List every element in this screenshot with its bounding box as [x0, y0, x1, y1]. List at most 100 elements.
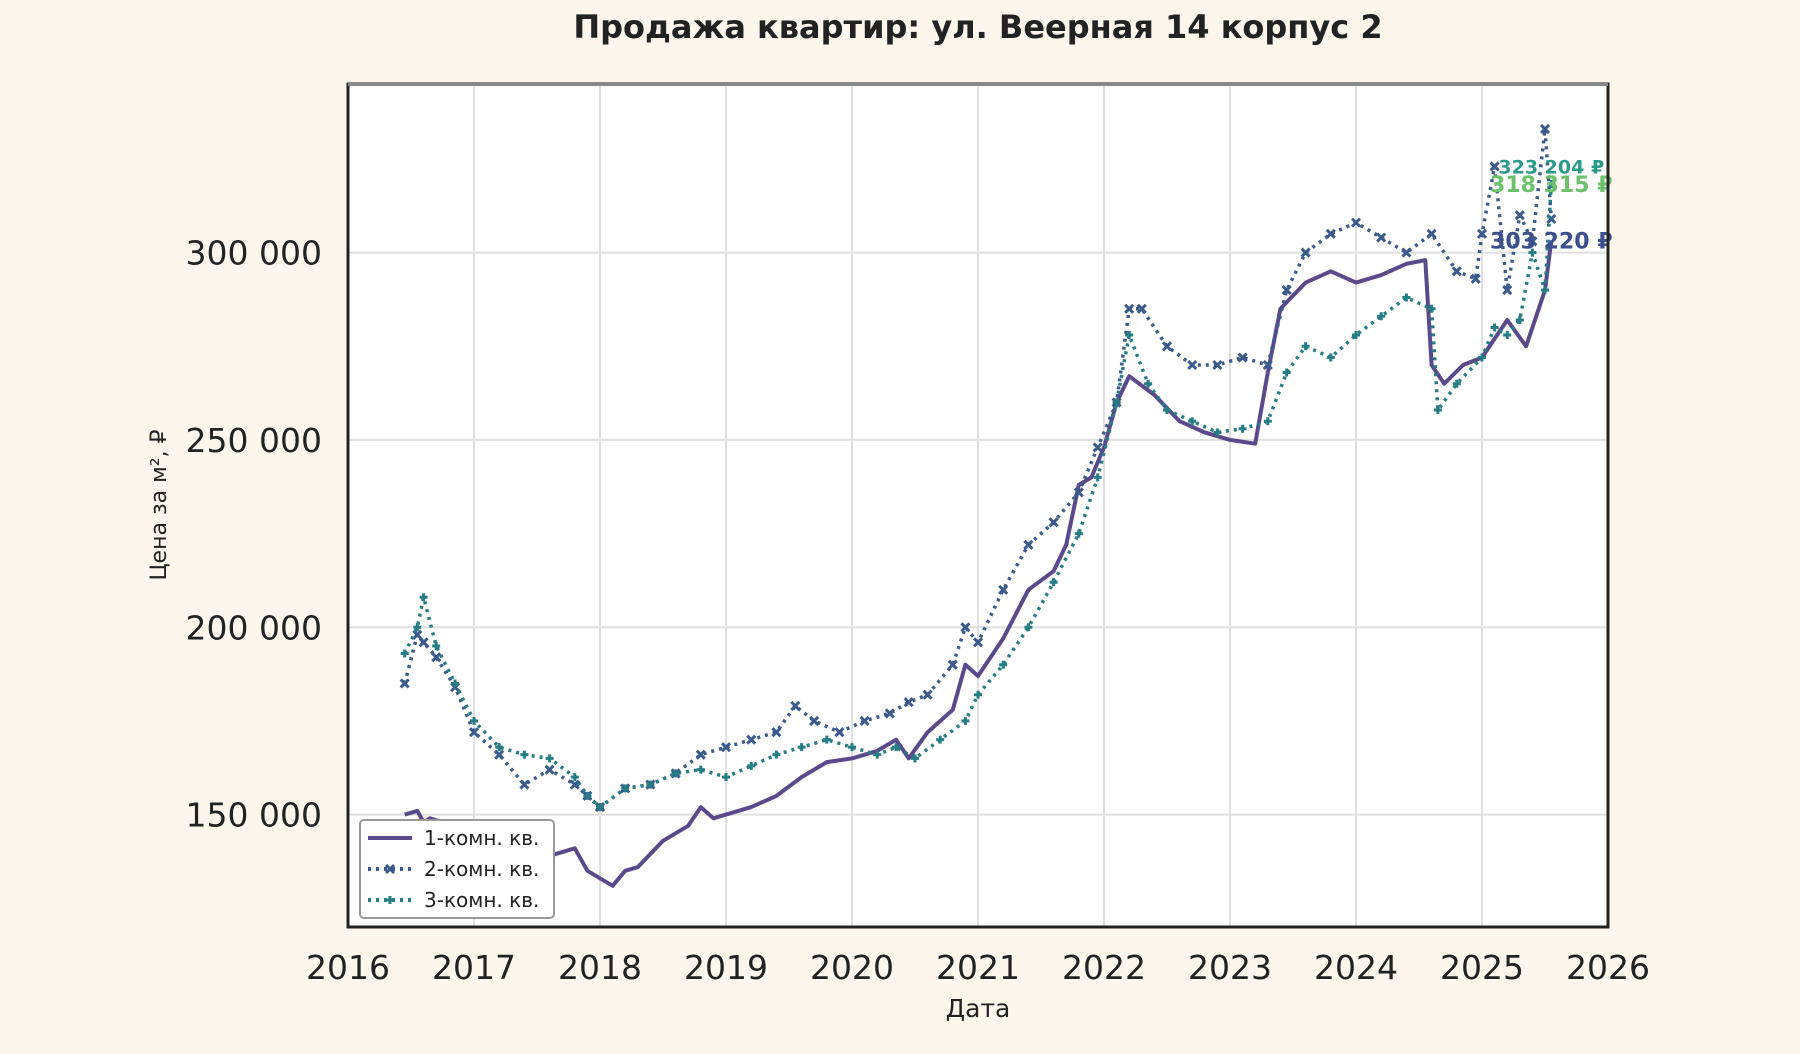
series-line: [403, 183, 1554, 809]
data-point: [1238, 424, 1247, 433]
data-point: [771, 727, 782, 738]
data-point: [1023, 539, 1034, 550]
data-point: [722, 773, 730, 782]
data-point: [903, 697, 914, 708]
data-point: [1212, 359, 1223, 371]
annotation-layer: 323 204 ₽318 315 ₽ 303 220 ₽: [1490, 157, 1612, 255]
data-point: [1144, 379, 1153, 388]
x-tick-label: 2026: [1566, 948, 1650, 987]
y-tick-label: 200 000: [186, 608, 322, 647]
x-tick-label: 2025: [1440, 948, 1524, 987]
data-point: [1402, 293, 1411, 302]
data-point: [1301, 342, 1310, 351]
data-point: [400, 649, 409, 658]
data-point: [1048, 517, 1059, 528]
data-point: [413, 623, 422, 632]
data-point: [519, 779, 530, 790]
legend-label: 2-комн. кв.: [424, 857, 539, 881]
data-point: [911, 754, 919, 763]
data-point: [696, 765, 705, 774]
data-point: [1527, 236, 1538, 247]
data-point: [1281, 285, 1292, 296]
data-point: [1476, 228, 1488, 239]
data-point: [790, 700, 801, 712]
data-point: [809, 715, 820, 726]
data-point: [1352, 331, 1360, 340]
x-tick-label: 2021: [936, 948, 1020, 987]
data-point: [1470, 273, 1481, 284]
data-point: [1326, 353, 1335, 362]
data-point: [999, 660, 1008, 669]
data-point: [1161, 341, 1173, 352]
data-point: [1124, 303, 1135, 314]
legend-marker: [386, 896, 394, 904]
data-point: [520, 750, 529, 759]
data-point: [583, 791, 592, 800]
data-point: [1515, 316, 1524, 325]
data-point: [859, 715, 870, 726]
data-point: [1502, 285, 1513, 296]
data-point: [961, 716, 970, 725]
data-point: [947, 659, 958, 670]
series-1: [404, 240, 1554, 888]
data-point: [1489, 161, 1500, 172]
data-point: [1213, 428, 1222, 437]
data-point: [470, 716, 478, 725]
data-point: [621, 784, 630, 793]
series-layer: [399, 123, 1557, 888]
data-point: [873, 750, 882, 759]
value-annotation: 303 220 ₽: [1490, 230, 1612, 255]
x-tick-label: 2023: [1188, 948, 1272, 987]
data-point: [1451, 266, 1462, 277]
data-point: [569, 779, 580, 790]
data-point: [494, 749, 505, 760]
data-point: [1074, 529, 1083, 538]
data-point: [1073, 487, 1084, 498]
data-point: [1125, 331, 1134, 340]
data-point: [1547, 179, 1556, 188]
data-point: [960, 622, 971, 633]
chart-title: Продажа квартир: ул. Веерная 14 корпус 2: [573, 8, 1382, 46]
data-point: [1401, 247, 1412, 258]
data-point: [1263, 417, 1272, 426]
x-tick-label: 2022: [1062, 948, 1146, 987]
legend-box: [359, 819, 555, 919]
legend-label: 1-комн. кв.: [424, 826, 539, 850]
data-point: [1237, 352, 1248, 363]
x-tick-label: 2017: [432, 948, 516, 987]
data-point: [671, 769, 680, 778]
data-point: [451, 679, 460, 688]
x-tick-labels: 2016 2017 2018 2019 2020 2021 2022 2023 2024 2025…: [306, 948, 1650, 987]
data-point: [797, 743, 806, 752]
data-point: [747, 761, 756, 770]
data-point: [1187, 359, 1198, 371]
data-point: [418, 637, 429, 648]
data-point: [1490, 323, 1499, 332]
data-point: [1426, 228, 1437, 239]
legend: 1-комн. кв. 2-комн. кв. 3-комн. кв.: [359, 819, 555, 919]
data-point: [746, 734, 757, 745]
data-point: [1377, 312, 1386, 321]
data-point: [432, 642, 441, 650]
data-point: [1049, 578, 1058, 587]
data-point: [1024, 623, 1033, 632]
data-point: [772, 750, 781, 759]
y-tick-label: 150 000: [186, 796, 322, 835]
data-point: [1262, 359, 1273, 371]
y-tick-label: 300 000: [186, 234, 322, 273]
y-tick-labels: 150 000 200 000 250 000 300 000: [186, 234, 322, 835]
series-line: [404, 240, 1554, 888]
data-point: [1112, 398, 1121, 407]
data-point: [1427, 304, 1436, 313]
data-point: [1093, 473, 1102, 482]
data-point: [1452, 379, 1461, 388]
data-point: [974, 690, 982, 699]
x-tick-label: 2018: [558, 948, 642, 987]
data-point: [1282, 368, 1291, 377]
x-tick-label: 2016: [306, 948, 390, 987]
data-point: [431, 652, 442, 663]
data-point: [1188, 417, 1197, 426]
data-point: [892, 743, 901, 752]
data-point: [998, 584, 1009, 595]
